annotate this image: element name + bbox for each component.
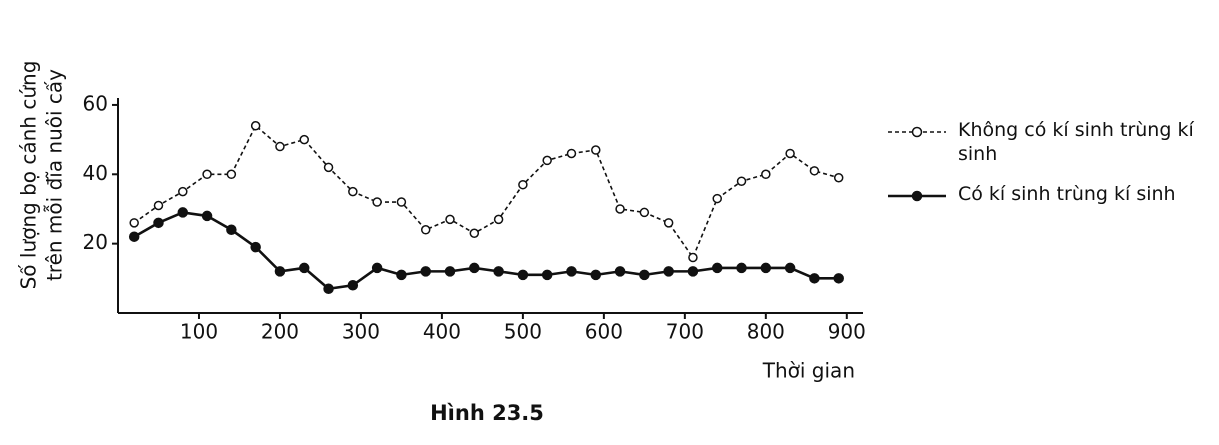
data-point bbox=[712, 193, 722, 204]
x-tick-label: 300 bbox=[342, 320, 380, 344]
data-point bbox=[275, 141, 285, 152]
x-tick-label: 400 bbox=[423, 320, 461, 344]
data-point bbox=[201, 210, 213, 222]
data-point bbox=[711, 262, 723, 274]
data-point bbox=[178, 186, 188, 197]
x-tick-label: 900 bbox=[828, 320, 866, 344]
series-line bbox=[133, 211, 839, 291]
data-point bbox=[347, 280, 359, 291]
legend-label: Có kí sinh trùng kí sinh bbox=[958, 183, 1176, 205]
data-point bbox=[688, 252, 698, 263]
x-tick-label: 200 bbox=[261, 320, 299, 344]
data-point bbox=[445, 214, 455, 225]
data-point bbox=[299, 262, 310, 274]
x-axis-label: Thời gian bbox=[762, 359, 855, 383]
x-tick-label: 600 bbox=[585, 320, 623, 344]
data-point bbox=[761, 169, 771, 180]
data-point bbox=[541, 269, 553, 281]
data-point bbox=[226, 224, 237, 236]
data-point bbox=[590, 269, 602, 281]
data-point bbox=[323, 162, 334, 173]
data-point bbox=[372, 197, 382, 207]
data-point bbox=[639, 269, 650, 281]
data-point bbox=[833, 173, 844, 183]
data-point bbox=[250, 120, 261, 131]
legend-marker bbox=[911, 190, 923, 202]
x-tick-label: 500 bbox=[504, 320, 542, 344]
data-point bbox=[566, 266, 577, 277]
data-point bbox=[202, 169, 212, 180]
x-tick-label: 100 bbox=[180, 320, 218, 344]
data-point bbox=[784, 262, 796, 274]
data-point bbox=[760, 262, 772, 274]
y-tick-label: 60 bbox=[83, 91, 108, 115]
series-line bbox=[133, 124, 839, 260]
data-point bbox=[518, 179, 528, 190]
legend-label: Không có kí sinh trùng kí sinh bbox=[958, 119, 1194, 165]
data-point bbox=[517, 269, 529, 281]
data-point bbox=[614, 266, 626, 277]
y-tick-label: 20 bbox=[83, 230, 108, 254]
data-point bbox=[493, 266, 504, 277]
data-point bbox=[299, 134, 309, 145]
caption: Hình 23.5 bbox=[430, 401, 544, 425]
data-point bbox=[128, 231, 140, 242]
data-point bbox=[129, 218, 139, 228]
data-point bbox=[396, 269, 407, 281]
legend-marker bbox=[911, 126, 923, 138]
data-point bbox=[420, 225, 431, 235]
data-point bbox=[736, 176, 747, 186]
data-point bbox=[687, 266, 699, 277]
data-point bbox=[371, 262, 383, 274]
data-point bbox=[785, 148, 795, 159]
data-point bbox=[615, 204, 625, 214]
data-point bbox=[736, 262, 747, 274]
data-point bbox=[250, 241, 261, 253]
data-point bbox=[469, 262, 480, 274]
data-point bbox=[420, 266, 431, 277]
data-point bbox=[153, 200, 164, 211]
data-point bbox=[323, 283, 334, 294]
data-point bbox=[274, 266, 286, 277]
data-point bbox=[469, 228, 480, 238]
data-point bbox=[566, 148, 577, 159]
data-point bbox=[663, 266, 674, 277]
data-point bbox=[809, 166, 820, 176]
data-point bbox=[153, 217, 164, 229]
data-point bbox=[226, 169, 237, 180]
data-point bbox=[177, 207, 189, 218]
data-point bbox=[348, 186, 358, 197]
y-axis-label: trên mỗi đĩa nuôi cấy bbox=[43, 69, 67, 281]
data-point bbox=[663, 218, 674, 228]
x-tick-label: 700 bbox=[666, 320, 704, 344]
y-axis-label: Số lượng bọ cánh cứng bbox=[17, 61, 41, 290]
data-point bbox=[396, 197, 407, 207]
y-tick-label: 40 bbox=[83, 161, 108, 185]
data-point bbox=[542, 155, 552, 166]
data-point bbox=[833, 273, 844, 284]
data-point bbox=[493, 214, 504, 225]
x-tick-label: 800 bbox=[747, 320, 785, 344]
data-point bbox=[444, 266, 456, 277]
data-point bbox=[639, 207, 650, 218]
data-point bbox=[591, 145, 601, 155]
data-point bbox=[809, 273, 820, 284]
